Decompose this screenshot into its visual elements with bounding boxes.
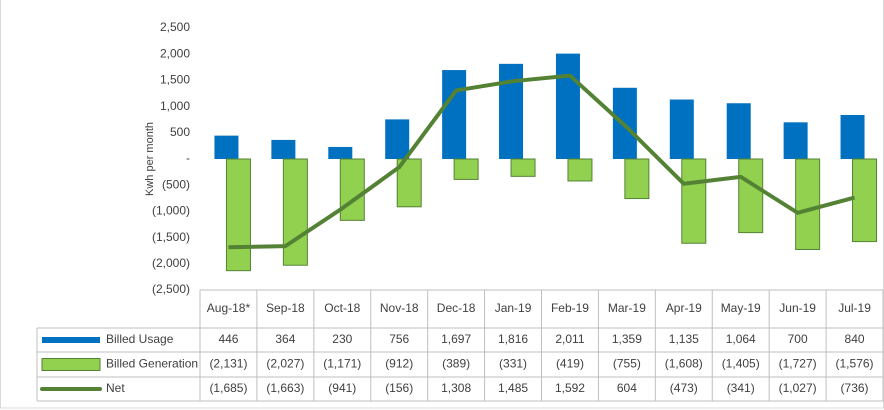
x-tick-label: Aug-18*: [207, 301, 251, 315]
y-tick-label: (1,000): [152, 204, 190, 218]
net-line: [228, 73, 856, 250]
x-tick-label: Jul-19: [838, 301, 871, 315]
bar: [738, 158, 764, 234]
bar: [840, 114, 865, 159]
y-tick-label: 2,000: [160, 46, 190, 60]
table-value: (156): [385, 381, 413, 395]
table-value: 1,697: [441, 332, 471, 346]
table-value: (419): [556, 357, 584, 371]
bar: [555, 53, 580, 160]
bar: [339, 158, 365, 221]
table-value: (331): [499, 357, 527, 371]
table-value: (1,685): [209, 381, 247, 395]
bar: [510, 158, 536, 177]
bar: [567, 158, 593, 182]
y-tick-label: -: [186, 151, 190, 165]
y-axis-title: Kwh per month: [144, 122, 156, 196]
bar: [681, 158, 707, 244]
bar: [453, 158, 479, 180]
bar: [282, 158, 308, 266]
bar: [442, 70, 467, 159]
y-tick-label: (2,500): [152, 282, 190, 296]
table-value: 446: [218, 332, 238, 346]
legend-key: [42, 337, 100, 343]
table-value: 1,592: [555, 381, 585, 395]
bar: [328, 146, 353, 159]
y-tick-label: (500): [162, 177, 190, 191]
table-value: (755): [613, 357, 641, 371]
table-value: (912): [385, 357, 413, 371]
y-tick-label: 500: [170, 125, 190, 139]
table-value: (473): [670, 381, 698, 395]
bar: [499, 63, 524, 159]
y-tick-label: 2,500: [160, 20, 190, 34]
table-value: (1,727): [779, 357, 817, 371]
table-value: (736): [841, 381, 869, 395]
table-value: (1,405): [722, 357, 760, 371]
x-tick-label: Oct-18: [324, 301, 360, 315]
x-tick-label: Dec-18: [437, 301, 476, 315]
x-tick-label: Sep-18: [266, 301, 305, 315]
table-value: (389): [442, 357, 470, 371]
table-value: 1,064: [726, 332, 756, 346]
bar: [385, 119, 410, 159]
x-tick-label: May-19: [721, 301, 761, 315]
legend-label: Billed Usage: [106, 332, 174, 346]
bar: [624, 158, 650, 200]
bar: [852, 158, 878, 243]
bar: [783, 122, 808, 159]
table-value: (1,171): [323, 357, 361, 371]
x-tick-label: Jun-19: [779, 301, 816, 315]
bar: [669, 99, 694, 159]
y-tick-label: (1,500): [152, 230, 190, 244]
table-value: (2,131): [209, 357, 247, 371]
y-tick-label: 1,500: [160, 73, 190, 87]
y-tick-label: (2,000): [152, 256, 190, 270]
table-value: 840: [845, 332, 865, 346]
legend-label: Net: [106, 381, 125, 395]
table-value: 2,011: [555, 332, 584, 346]
table-value: 1,359: [612, 332, 642, 346]
x-tick-label: Mar-19: [608, 301, 646, 315]
x-tick-label: Jan-19: [495, 301, 532, 315]
table-value: 1,135: [669, 332, 699, 346]
table-value: 230: [332, 332, 352, 346]
legend-label: Billed Generation: [106, 357, 198, 371]
table-value: 756: [389, 332, 409, 346]
table-value: (341): [727, 381, 755, 395]
legend-key: [41, 358, 101, 371]
table-value: (1,576): [836, 357, 874, 371]
table-value: 1,308: [441, 381, 471, 395]
table-value: 364: [275, 332, 295, 346]
x-tick-label: Apr-19: [666, 301, 702, 315]
table-value: (2,027): [266, 357, 304, 371]
table-value: 604: [617, 381, 637, 395]
bar: [214, 135, 239, 159]
table-value: (1,608): [665, 357, 703, 371]
x-tick-label: Feb-19: [551, 301, 589, 315]
bar: [726, 103, 751, 159]
bar: [225, 158, 251, 272]
x-tick-label: Nov-18: [380, 301, 419, 315]
table-value: (1,663): [266, 381, 304, 395]
table-value: 700: [788, 332, 808, 346]
bar: [795, 158, 821, 250]
table-value: (941): [328, 381, 356, 395]
y-tick-label: 1,000: [160, 99, 190, 113]
table-value: 1,816: [498, 332, 528, 346]
table-value: (1,027): [779, 381, 817, 395]
table-value: 1,485: [498, 381, 528, 395]
bar: [271, 139, 296, 159]
